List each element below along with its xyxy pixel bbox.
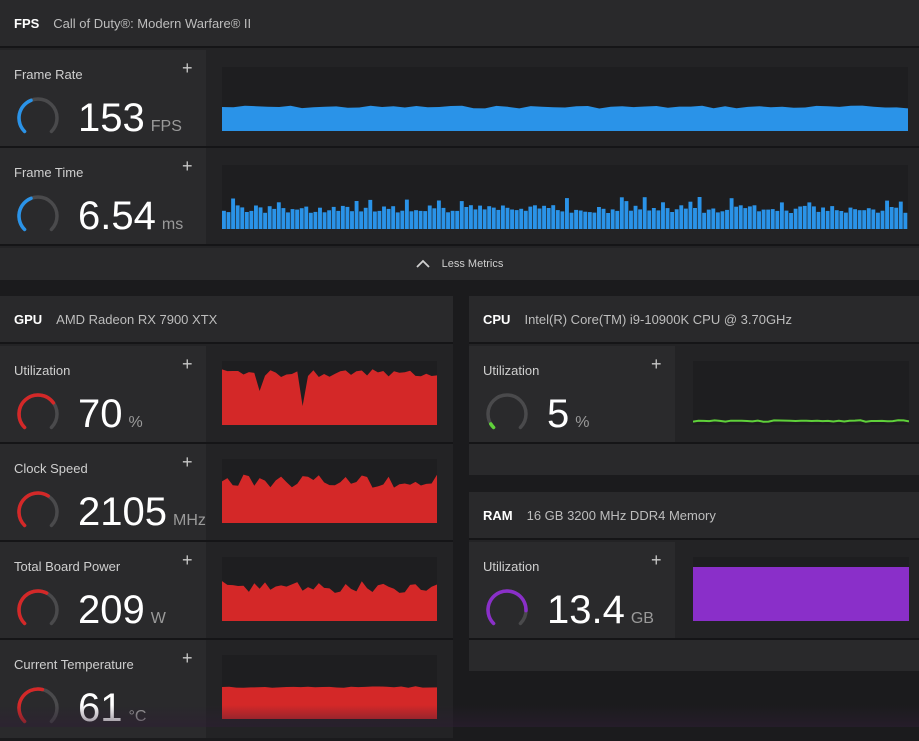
metric-ram-utilization: Utilization + 13.4 GB	[469, 542, 919, 640]
add-metric-button[interactable]: +	[651, 550, 662, 570]
metric-info: Utilization + 70%	[0, 346, 206, 442]
ram-panel-header: RAM 16 GB 3200 MHz DDR4 Memory	[469, 492, 919, 540]
metric-gpu-utilization: Utilization + 70%	[0, 346, 453, 444]
metric-board-power: Total Board Power + 209 W	[0, 542, 453, 640]
gpu-panel: GPU AMD Radeon RX 7900 XTX Utilization +…	[0, 296, 453, 738]
metric-value: 13.4 GB	[547, 586, 654, 643]
cpu-device-name: Intel(R) Core(TM) i9-10900K CPU @ 3.70GH…	[524, 311, 792, 327]
gpu-utilization-graph	[222, 361, 437, 425]
gauge-icon	[486, 393, 528, 430]
frame-time-graph	[222, 165, 908, 229]
metric-info: Clock Speed + 2105 MHz	[0, 444, 206, 540]
metric-cpu-utilization: Utilization + 5%	[469, 346, 919, 444]
metric-label: Clock Speed	[14, 461, 88, 476]
fps-panel: FPS Call of Duty®: Modern Warfare® II Fr…	[0, 0, 919, 280]
cpu-panel-footer	[469, 444, 919, 475]
gauge-icon	[17, 393, 59, 430]
board-power-graph	[222, 557, 437, 621]
gpu-panel-header: GPU AMD Radeon RX 7900 XTX	[0, 296, 453, 344]
add-metric-button[interactable]: +	[182, 452, 193, 472]
fps-category-label: FPS	[14, 15, 40, 31]
gauge-icon	[17, 195, 59, 232]
gpu-device-name: AMD Radeon RX 7900 XTX	[56, 311, 218, 327]
ram-panel: RAM 16 GB 3200 MHz DDR4 Memory Utilizati…	[469, 492, 919, 671]
metric-label: Frame Time	[14, 165, 84, 180]
metric-number: 153	[78, 96, 145, 140]
gauge-icon	[17, 491, 59, 528]
metric-frame-time: Frame Time + 6.54 ms	[0, 148, 919, 246]
ram-category-label: RAM	[483, 507, 513, 523]
metric-label: Total Board Power	[14, 559, 121, 574]
metric-number: 6.54	[78, 194, 156, 238]
less-metrics-bar: Less Metrics	[0, 248, 919, 280]
metric-unit: MHz	[172, 512, 206, 529]
cpu-panel: CPU Intel(R) Core(TM) i9-10900K CPU @ 3.…	[469, 296, 919, 475]
metric-frame-rate: Frame Rate + 153 FPS	[0, 50, 919, 148]
frame-rate-graph	[222, 67, 908, 131]
ram-device-name: 16 GB 3200 MHz DDR4 Memory	[526, 507, 716, 523]
metric-info: Total Board Power + 209 W	[0, 542, 206, 638]
metric-number: 2105	[78, 490, 167, 534]
less-metrics-label: Less Metrics	[441, 258, 504, 270]
cpu-utilization-graph	[693, 361, 909, 425]
gauge-icon	[17, 97, 59, 134]
ram-panel-footer	[469, 640, 919, 671]
metric-info: Frame Time + 6.54 ms	[0, 148, 206, 244]
gauge-icon	[17, 589, 59, 626]
less-metrics-button[interactable]: Less Metrics	[0, 248, 919, 280]
gauge-icon	[486, 589, 528, 626]
metric-info: Utilization + 5%	[469, 346, 675, 442]
metric-unit: GB	[630, 610, 654, 627]
add-metric-button[interactable]: +	[182, 156, 193, 176]
metric-value: 153 FPS	[78, 94, 182, 151]
metric-unit: W	[150, 610, 166, 627]
metric-number: 70	[78, 392, 123, 436]
metric-unit: %	[128, 414, 143, 431]
ram-utilization-graph	[693, 557, 909, 621]
add-metric-button[interactable]: +	[651, 354, 662, 374]
metric-info: Frame Rate + 153 FPS	[0, 50, 206, 146]
metric-info: Utilization + 13.4 GB	[469, 542, 675, 638]
metric-label: Utilization	[14, 363, 71, 378]
metric-number: 209	[78, 588, 145, 632]
metric-label: Current Temperature	[14, 657, 134, 672]
gpu-category-label: GPU	[14, 311, 43, 327]
metric-value: 70%	[78, 390, 143, 447]
metric-number: 5	[547, 392, 570, 436]
add-metric-button[interactable]: +	[182, 648, 193, 668]
cpu-panel-header: CPU Intel(R) Core(TM) i9-10900K CPU @ 3.…	[469, 296, 919, 344]
metric-value: 2105 MHz	[78, 488, 206, 545]
metric-label: Utilization	[483, 363, 540, 378]
game-title: Call of Duty®: Modern Warfare® II	[53, 15, 252, 31]
metric-label: Frame Rate	[14, 67, 83, 82]
add-metric-button[interactable]: +	[182, 354, 193, 374]
metric-clock-speed: Clock Speed + 2105 MHz	[0, 444, 453, 542]
metric-value: 209 W	[78, 586, 166, 643]
clock-speed-graph	[222, 459, 437, 523]
metric-label: Utilization	[483, 559, 540, 574]
metric-value: 5%	[547, 390, 589, 447]
cpu-category-label: CPU	[483, 311, 511, 327]
metric-unit: %	[575, 414, 590, 431]
fps-panel-header: FPS Call of Duty®: Modern Warfare® II	[0, 0, 919, 48]
metric-unit: FPS	[150, 118, 182, 135]
add-metric-button[interactable]: +	[182, 550, 193, 570]
metric-value: 6.54 ms	[78, 192, 183, 249]
add-metric-button[interactable]: +	[182, 58, 193, 78]
chevron-up-icon	[415, 259, 430, 268]
metric-number: 13.4	[547, 588, 625, 632]
metric-unit: ms	[161, 216, 184, 233]
bottom-fade	[0, 705, 919, 727]
